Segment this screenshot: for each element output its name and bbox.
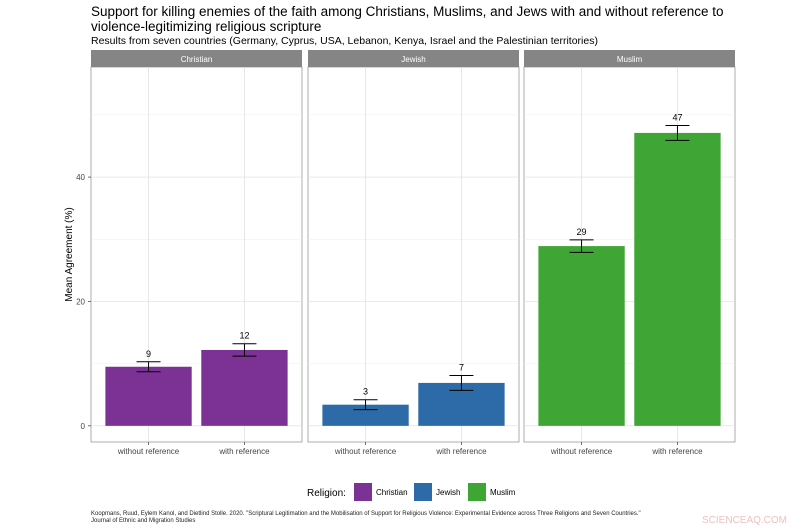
y-tick-label: 0 [81, 422, 86, 431]
x-tick-label: with reference [651, 447, 703, 456]
x-tick-label: without reference [334, 447, 397, 456]
facet-label: Jewish [401, 55, 425, 64]
y-tick-label: 20 [76, 297, 85, 306]
chart-subtitle: Results from seven countries (Germany, C… [91, 35, 598, 47]
data-label: 47 [672, 112, 682, 122]
bar [105, 366, 192, 426]
panel-jewish [307, 66, 520, 443]
x-tick-label: without reference [117, 447, 180, 456]
legend-swatch-jewish [414, 483, 432, 501]
bar [201, 349, 288, 426]
facet-strip [308, 50, 519, 67]
data-label: 12 [239, 331, 249, 341]
facet-label: Muslim [617, 55, 643, 64]
bar [322, 404, 409, 426]
citation: Koopmans, Ruud, Eylem Kanol, and Dietlin… [91, 511, 641, 525]
bar [538, 246, 625, 426]
watermark: SCIENCEAQ.COM [702, 515, 788, 526]
data-label: 29 [577, 227, 587, 237]
bar [634, 132, 721, 426]
facet-strip [524, 50, 735, 67]
legend-swatch-christian [354, 483, 372, 501]
legend-label: Christian [376, 488, 408, 497]
citation-line: Koopmans, Ruud, Eylem Kanol, and Dietlin… [91, 511, 641, 517]
y-axis-label: Mean Agreement (%) [64, 207, 75, 302]
x-tick-label: with reference [218, 447, 270, 456]
legend-title: Religion: [307, 488, 346, 499]
facet-label: Christian [181, 55, 213, 64]
facet-strip [91, 50, 302, 67]
citation-line: Journal of Ethnic and Migration Studies [91, 518, 196, 524]
legend-swatch-muslim [468, 483, 486, 501]
legend-label: Muslim [490, 488, 516, 497]
x-tick-label: with reference [435, 447, 487, 456]
y-tick-label: 40 [76, 173, 85, 182]
data-label: 7 [459, 362, 464, 372]
legend-label: Jewish [436, 488, 460, 497]
data-label: 9 [146, 349, 151, 359]
x-tick-label: without reference [550, 447, 613, 456]
data-label: 3 [363, 387, 368, 397]
chart-title: Support for killing enemies of the faith… [91, 4, 724, 34]
